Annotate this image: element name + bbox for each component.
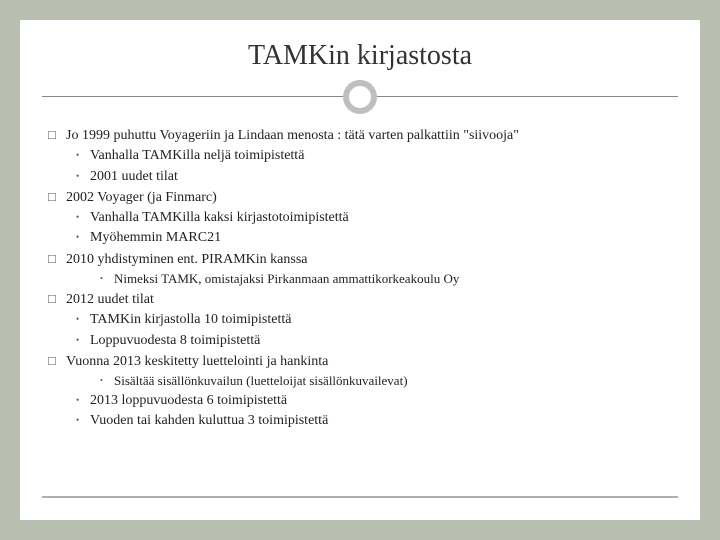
ring-icon (343, 80, 377, 114)
list-item: Vanhalla TAMKilla kaksi kirjastotoimipis… (46, 208, 678, 228)
list-item: Loppuvuodesta 8 toimipistettä (46, 331, 678, 351)
slide-title: TAMKin kirjastosta (42, 40, 678, 72)
list-item: Vuoden tai kahden kuluttua 3 toimipistet… (46, 411, 678, 431)
title-ornament (42, 78, 678, 118)
list-item: TAMKin kirjastolla 10 toimipistettä (46, 310, 678, 330)
list-item: 2013 loppuvuodesta 6 toimipistettä (46, 391, 678, 411)
bullet-list: Jo 1999 puhuttu Voyageriin ja Lindaan me… (42, 126, 678, 432)
list-item: Nimeksi TAMK, omistajaksi Pirkanmaan amm… (46, 270, 678, 289)
list-item: 2010 yhdistyminen ent. PIRAMKin kanssa (46, 250, 678, 270)
list-item: 2002 Voyager (ja Finmarc) (46, 188, 678, 208)
slide: TAMKin kirjastosta Jo 1999 puhuttu Voyag… (20, 20, 700, 520)
list-item: Vanhalla TAMKilla neljä toimipistettä (46, 146, 678, 166)
bottom-divider (42, 496, 678, 498)
list-item: Sisältää sisällönkuvailun (luetteloijat … (46, 372, 678, 391)
list-item: 2012 uudet tilat (46, 290, 678, 310)
list-item: Myöhemmin MARC21 (46, 228, 678, 248)
list-item: Jo 1999 puhuttu Voyageriin ja Lindaan me… (46, 126, 678, 146)
list-item: 2001 uudet tilat (46, 167, 678, 187)
list-item: Vuonna 2013 keskitetty luettelointi ja h… (46, 352, 678, 372)
